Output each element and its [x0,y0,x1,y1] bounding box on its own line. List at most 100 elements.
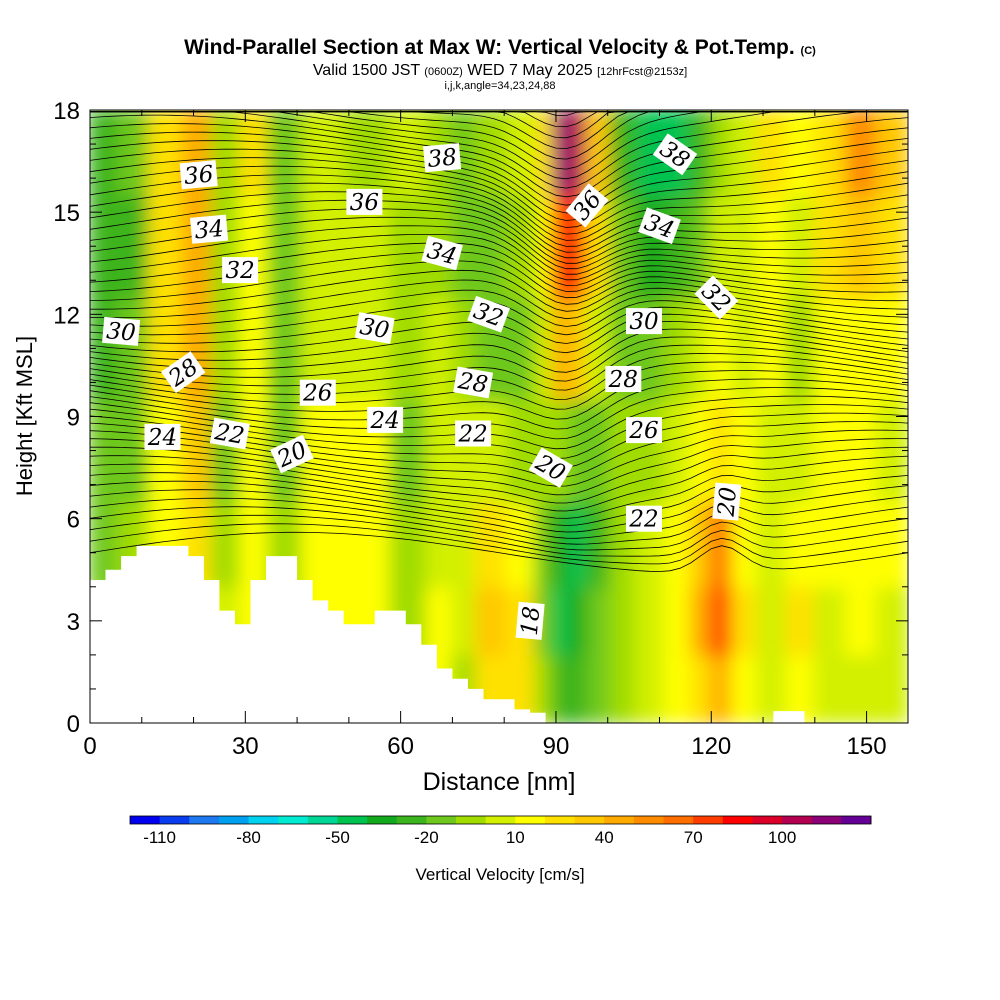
theta-contour-line [90,182,908,253]
theta-label-box [605,366,642,392]
theta-contour-line [90,157,908,235]
theta-contour-line [90,497,908,545]
theta-label-box [421,235,463,271]
theta-label: 36 [179,160,218,190]
w-cell [239,500,270,588]
theta-label-box [144,423,181,450]
theta-label-box [354,312,395,344]
w-cell [710,194,733,299]
w-cell [148,194,185,299]
theta-label-box [367,406,404,433]
w-cell [586,653,612,723]
theta-label-box [270,434,314,474]
theta-contour-line [90,114,908,198]
w-cell [552,653,570,723]
theta-contour-line [90,387,908,440]
theta-label-box [453,366,494,399]
theta-label: 30 [626,308,662,335]
w-cell [534,296,555,401]
theta-contour-line [90,506,908,551]
theta-label-text: 26 [302,381,332,407]
y-tick-label: 6 [67,507,80,534]
colorbar-swatch [693,816,724,824]
w-cell [844,585,878,656]
theta-contour-line [90,328,908,373]
theta-label-box [652,133,698,176]
terrain-mask-right [773,711,805,723]
w-cell [710,296,733,401]
colorbar-swatch [189,816,220,824]
w-cell [609,653,638,723]
w-cell [425,585,454,656]
colorbar-tick-label: 40 [595,828,614,847]
w-cell [710,110,733,197]
chart-subtitle: Valid 1500 JST (0600Z) WED 7 May 2025 [1… [0,63,1000,80]
w-cell [689,653,713,723]
w-cell [210,500,242,588]
theta-label: 30 [354,312,395,344]
theta-contour-line [90,438,908,496]
theta-label: 24 [144,423,181,451]
w-cell [609,585,638,656]
w-cell [552,110,570,197]
theta-label-text: 20 [713,486,742,518]
theta-contour-line [90,472,908,526]
theta-label-text: 24 [369,408,399,434]
w-cell [425,398,454,503]
w-cell [389,194,428,299]
w-cell [534,500,555,588]
y-axis-label: Height [Kft MSL] [12,336,37,496]
theta-contour-line [90,370,908,420]
w-cell [844,110,878,197]
theta-label-text: 36 [183,161,214,189]
colorbar-swatch [722,816,753,824]
colorbar-tick-label: 70 [684,828,703,847]
theta-label-box [638,207,681,245]
theta-label-box [626,505,662,532]
theta-label-box [565,183,609,228]
w-cell [301,194,348,299]
colorbar-tick-label: -50 [325,828,350,847]
colorbar-swatch [633,816,665,824]
y-tick-label: 9 [67,405,80,432]
x-tick-label: 30 [232,733,259,760]
colorbar-swatch [544,816,576,824]
theta-label-box [528,447,573,488]
colorbar-swatch [396,816,427,824]
theta-label-box [455,420,492,447]
w-cell [710,653,733,723]
w-cell [301,500,348,588]
theta-label: 22 [455,420,492,448]
w-cell [90,110,120,197]
theta-label-box [102,316,141,346]
colorbar-swatch [426,816,457,824]
w-cell [635,585,666,656]
theta-contour-line [90,300,908,336]
theta-contour-line [90,361,908,410]
w-cell [785,110,816,197]
w-cell [210,296,242,401]
theta-label: 26 [299,379,336,407]
colorbar-swatch [782,816,813,824]
w-cell [730,653,759,723]
theta-label: 34 [190,214,229,244]
theta-contour-line [90,320,908,363]
w-cell [267,194,304,299]
theta-contour-line [90,353,908,400]
theta-label-text: 22 [628,507,658,533]
w-cell [730,110,759,197]
colorbar-swatch [752,816,783,824]
w-cell [567,110,589,197]
theta-label-box [346,188,383,215]
theta-contour-line [90,344,908,391]
colorbar-swatch [218,816,250,824]
w-cell [534,110,555,197]
w-cell [451,585,477,656]
y-tick-label: 12 [53,302,80,329]
w-cell [474,398,508,503]
terrain-mask [90,545,546,723]
colorbar-label: Vertical Velocity [cm/s] [415,865,584,884]
w-cell [117,110,151,197]
